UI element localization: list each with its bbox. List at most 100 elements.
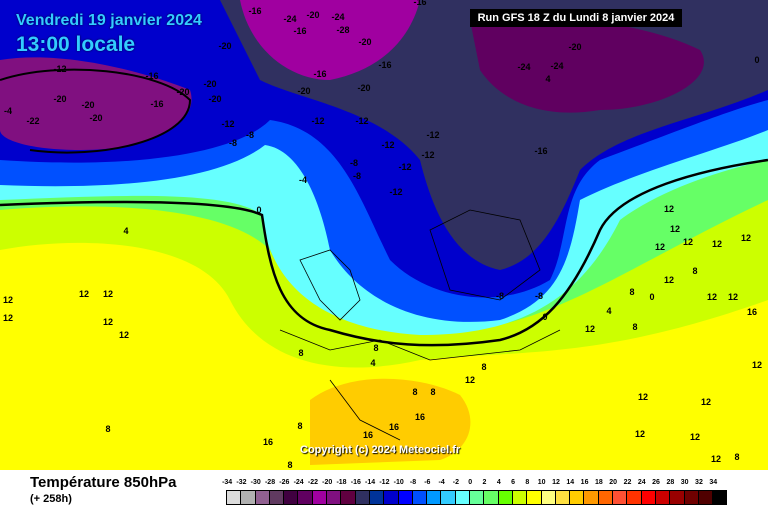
legend-tick-label: -14 (365, 479, 376, 486)
legend-tick-label: 4 (496, 479, 501, 486)
isotherm-zero (0, 158, 768, 347)
legend-swatch (255, 491, 270, 504)
legend-tick-label: 14 (566, 479, 575, 486)
legend-tick-label: 34 (709, 479, 718, 486)
legend-tick-label: -24 (293, 479, 304, 486)
isotherm-label: 12 (741, 233, 751, 243)
legend-swatch (269, 491, 285, 504)
map-purple-north (240, 0, 420, 80)
legend-swatch (355, 491, 370, 504)
legend-swatch (684, 491, 699, 504)
isotherm-label: -28 (336, 25, 349, 35)
isotherm-label: 8 (629, 287, 634, 297)
isotherm-label: 12 (664, 204, 674, 214)
legend-swatch (298, 491, 313, 504)
isotherm-label: 12 (711, 454, 721, 464)
isotherm-label: 0 (649, 292, 654, 302)
legend-swatch (641, 491, 656, 504)
legend-swatch (470, 491, 485, 504)
isotherm-label: 4 (545, 74, 550, 84)
legend-swatch (598, 491, 614, 504)
legend-tick-label: -20 (322, 479, 333, 486)
isotherm-label: -20 (81, 100, 94, 110)
legend-swatch (341, 491, 356, 504)
legend-tick-label: -6 (424, 479, 431, 486)
isotherm-label: -8 (229, 138, 237, 148)
legend-tick-label: 26 (652, 479, 660, 486)
isotherm-label: -12 (398, 162, 411, 172)
isotherm-label: 4 (370, 358, 375, 368)
isotherm-label: -16 (150, 99, 163, 109)
isotherm-label: 8 (105, 424, 110, 434)
isotherm-label: 12 (3, 313, 13, 323)
isotherm-label: 12 (655, 242, 665, 252)
temperature-map: -12-16 -20 -24-28-16-20-16-24-20-20 -20-24-… (0, 0, 768, 470)
legend-swatch (555, 491, 571, 504)
isotherm-label: 4 (606, 306, 611, 316)
map-orange-sahara (310, 378, 471, 465)
isotherm-label: 12 (79, 289, 89, 299)
isotherm-label: 8 (298, 348, 303, 358)
isotherm-label: -20 (53, 94, 66, 104)
isotherm-label: -20 (218, 41, 231, 51)
isotherm-label: -12 (421, 150, 434, 160)
map-purple-west (0, 57, 192, 151)
isotherm-label: 8 (287, 460, 292, 470)
legend-tick-label: -26 (279, 479, 290, 486)
isotherm-label: 12 (638, 392, 648, 402)
legend-swatch (584, 491, 599, 504)
legend-swatch (284, 491, 299, 504)
legend-swatch (441, 491, 456, 504)
isotherm-label: -20 (297, 86, 310, 96)
color-scale (226, 490, 728, 505)
isotherm-label: -16 (145, 71, 158, 81)
isotherm-label: -24 (331, 12, 344, 22)
isotherm-label: 12 (119, 330, 129, 340)
legend-swatch (455, 491, 471, 504)
legend-tick-label: -4 (438, 479, 445, 486)
isotherm-label: -20 (208, 94, 221, 104)
isotherm-label: -12 (389, 187, 402, 197)
isotherm-label: -16 (293, 26, 306, 36)
isotherm-label: -8 (496, 291, 504, 301)
forecast-lead-time: (+ 258h) (30, 493, 72, 505)
legend-tick-label: 2 (482, 479, 487, 486)
isotherm-label: 12 (683, 237, 693, 247)
isotherm-label: -12 (311, 116, 324, 126)
isotherm-label: 0 (542, 312, 547, 322)
legend-tick-label: 20 (609, 479, 618, 486)
isotherm-label: 8 (412, 387, 417, 397)
model-run-banner: Run GFS 18 Z du Lundi 8 janvier 2024 (470, 9, 682, 27)
isotherm-label: -20 (203, 79, 216, 89)
isotherm-label: -20 (306, 10, 319, 20)
isotherm-label: -16 (378, 60, 391, 70)
legend-tick-label: -34 (222, 479, 233, 486)
isotherm-label: -4 (4, 106, 12, 116)
isotherm-labels: -12-16 -20 -24-28-16-20-16-24-20-20 -20-24-… (3, 0, 762, 470)
isotherm-label: -20 (176, 87, 189, 97)
isotherm-label: -22 (26, 116, 39, 126)
legend-tick-label: -8 (409, 479, 417, 486)
isotherm-label: 16 (389, 422, 399, 432)
legend-tick-label: -18 (336, 479, 347, 486)
parameter-title: Température 850hPa (30, 474, 177, 491)
isotherm-label: 8 (734, 452, 739, 462)
legend-tick-label: -10 (393, 479, 404, 486)
isotherm-label: -8 (353, 171, 361, 181)
legend-ticks: -34 -32 -30 -28 -26 -24 -22 -20 -18 -16 -14 -12 -10-… (220, 479, 720, 486)
legend-swatch (498, 491, 513, 504)
isotherm-label: -8 (246, 130, 254, 140)
legend-tick-label: -32 (236, 479, 247, 486)
isotherm-label: -8 (535, 291, 543, 301)
isotherm-label: -8 (350, 158, 358, 168)
legend-swatch (327, 491, 342, 504)
legend-swatch (613, 491, 628, 504)
legend-swatch (241, 491, 256, 504)
legend-swatch (627, 491, 642, 504)
legend-swatch (227, 491, 242, 504)
isotherm-label: 12 (670, 224, 680, 234)
isotherm-label: 8 (297, 421, 302, 431)
legend-swatch (427, 491, 442, 504)
isotherm-label: -12 (355, 116, 368, 126)
isotherm-label: 8 (632, 322, 637, 332)
